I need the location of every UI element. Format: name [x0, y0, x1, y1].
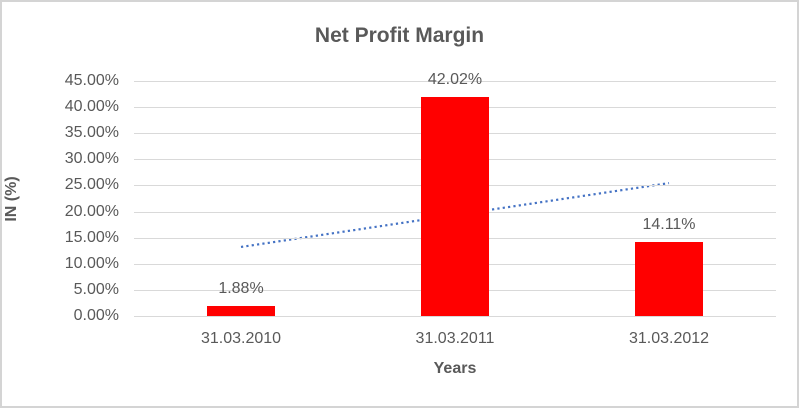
- y-tick-label: 10.00%: [64, 255, 119, 272]
- y-axis-title: IN (%): [3, 176, 20, 222]
- x-tick-label: 31.03.2012: [628, 330, 710, 347]
- y-tick-label: 20.00%: [64, 203, 119, 220]
- y-tick-label: 45.00%: [64, 72, 119, 89]
- y-tick-label: 5.00%: [73, 281, 119, 298]
- y-tick-label: 30.00%: [64, 150, 119, 167]
- gridline: [134, 316, 776, 317]
- y-tick-label: 0.00%: [73, 307, 119, 324]
- data-label: 1.88%: [218, 280, 264, 297]
- y-tick-label: 25.00%: [64, 176, 119, 193]
- gridline: [134, 81, 776, 82]
- y-tick-label: 15.00%: [64, 229, 119, 246]
- x-tick-label: 31.03.2010: [200, 330, 282, 347]
- bar-31.03.2012: [635, 242, 703, 316]
- data-label: 14.11%: [642, 216, 696, 233]
- x-axis-title: Years: [433, 360, 477, 377]
- chart-title: Net Profit Margin: [314, 24, 485, 47]
- y-tick-label: 35.00%: [64, 124, 119, 141]
- y-tick-label: 40.00%: [64, 98, 119, 115]
- x-tick-label: 31.03.2011: [415, 330, 495, 347]
- bar-31.03.2010: [207, 306, 275, 316]
- bar-31.03.2011: [421, 97, 489, 316]
- data-label: 42.02%: [427, 71, 483, 88]
